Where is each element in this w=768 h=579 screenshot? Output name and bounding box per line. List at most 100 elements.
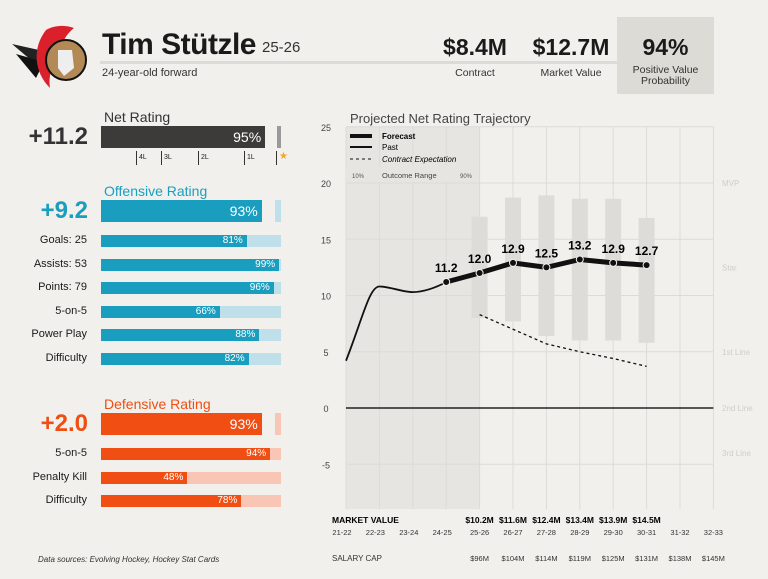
defense-value: +2.0 (40, 410, 88, 437)
stat-bar: 66% (101, 305, 281, 318)
stat-label: Penalty Kill (32, 470, 87, 483)
stat-pct: 48% (163, 471, 184, 483)
tier-tick: 4L (136, 151, 147, 165)
stat-bar: 82% (101, 352, 281, 365)
probability-box: 94% Positive Value Probability (617, 17, 714, 94)
season-label: 31-32 (670, 528, 689, 537)
market-value-cell: $14.5M (632, 515, 660, 525)
market-value-title: MARKET VALUE (332, 515, 399, 525)
stat-label: Points: 79 (38, 281, 87, 293)
stat-pct: 88% (235, 329, 256, 340)
forecast-label: 11.2 (435, 261, 458, 275)
market-value-cell: $11.6M (499, 515, 527, 525)
stat-label: Difficulty (45, 351, 87, 364)
stat-label: Difficulty (45, 494, 87, 506)
stat-bar: 94% (101, 448, 281, 460)
season-label: 32-33 (704, 528, 723, 537)
stat-label: Power Play (31, 328, 87, 340)
net-title: Net Rating (104, 109, 171, 125)
salary-cap-cell: $145M (702, 554, 725, 563)
legend-range-hi: 90% (460, 174, 473, 180)
contract-label: Contract (455, 67, 495, 79)
season-label: 27-28 (537, 528, 556, 537)
offense-bar-track (275, 200, 281, 222)
stat-bar: 88% (101, 329, 281, 341)
chart-title: Projected Net Rating Trajectory (350, 111, 531, 126)
defense-bar: 93% (101, 413, 281, 435)
forecast-point (542, 263, 551, 272)
forecast-point (609, 258, 618, 267)
salary-cap-cell: $125M (602, 554, 625, 563)
stat-bar-fill: 82% (101, 352, 249, 365)
y-tick-label: 15 (321, 235, 331, 245)
player-subtitle: 24-year-old forward (102, 67, 198, 79)
forecast-label: 13.2 (568, 239, 592, 253)
stat-label: Assists: 53 (33, 257, 87, 270)
net-bar-fill: 95% (101, 126, 266, 148)
forecast-label: 12.0 (468, 252, 492, 266)
season-label: 26-27 (503, 528, 522, 537)
stat-bar: 48% (101, 471, 281, 484)
tier-label: 3rd Line (722, 449, 751, 458)
legend-forecast-swatch (350, 134, 372, 138)
stat-bar-fill: 48% (101, 471, 188, 484)
salary-cap-title: SALARY CAP (332, 554, 382, 563)
outcome-range-bar (605, 198, 622, 341)
forecast-point (509, 258, 517, 267)
net-value: +11.2 (28, 123, 88, 150)
net-bar-track (277, 126, 281, 148)
y-tick-label: 10 (321, 292, 331, 302)
salary-cap-cell: $119M (569, 554, 591, 563)
offense-title: Offensive Rating (104, 183, 208, 199)
market-value-cell: $12.4M (532, 515, 560, 525)
probability-value: 94% (642, 34, 689, 60)
stat-pct: 96% (249, 282, 270, 293)
legend-past: Past (382, 143, 399, 152)
stat-bar: 78% (101, 495, 281, 507)
stat-bar: 96% (101, 282, 281, 294)
forecast-label: 12.9 (602, 242, 626, 256)
y-tick-label: 0 (323, 404, 328, 414)
season-label: 29-30 (604, 528, 623, 537)
tier-tick: 1L (244, 151, 255, 165)
y-tick-label: -5 (322, 460, 330, 470)
tier-label: Star (722, 263, 737, 272)
defense-bar-fill: 93% (101, 413, 262, 435)
outcome-range-bar (638, 217, 655, 343)
stat-pct: 78% (217, 495, 238, 506)
net-bar: 95% (101, 126, 281, 148)
market-value-label: Market Value (540, 67, 602, 79)
legend-range: Outcome Range (382, 171, 437, 180)
stat-pct: 66% (195, 305, 216, 317)
stat-bar-fill: 99% (101, 258, 280, 271)
stat-bar-fill: 94% (101, 448, 271, 460)
tier-label: 2nd Line (722, 404, 753, 413)
season: 25-26 (262, 39, 301, 56)
season-label: 23-24 (399, 528, 418, 537)
outcome-range-bar (571, 198, 588, 341)
team-logo (12, 25, 87, 88)
season-label: 22-23 (366, 528, 385, 537)
stat-bar-fill: 78% (101, 495, 242, 507)
y-tick-label: 20 (321, 179, 331, 189)
tier-tick: 3L (161, 151, 172, 165)
contract-expectation-line (479, 314, 647, 368)
offense-bar: 93% (101, 200, 281, 222)
stat-bar: 99% (101, 258, 281, 271)
legend-contract: Contract Expectation (382, 155, 457, 164)
defense-pct: 93% (229, 416, 258, 432)
probability-label: Positive Value Probability (632, 64, 699, 87)
stat-bar-fill: 66% (101, 305, 220, 318)
market-value-cell: $13.4M (566, 515, 594, 525)
legend-range-swatch (346, 166, 474, 182)
stat-label: Goals: 25 (39, 234, 87, 246)
contract-value: $8.4M (443, 34, 507, 60)
player-name: Tim Stützle (102, 28, 256, 61)
stat-label: 5-on-5 (55, 447, 87, 459)
stat-bar-fill: 88% (101, 329, 260, 341)
season-label: 21-22 (332, 528, 351, 537)
data-sources: Data sources: Evolving Hockey, Hockey St… (38, 555, 220, 564)
salary-cap-cell: $138M (669, 554, 692, 563)
forecast-point (475, 269, 484, 277)
